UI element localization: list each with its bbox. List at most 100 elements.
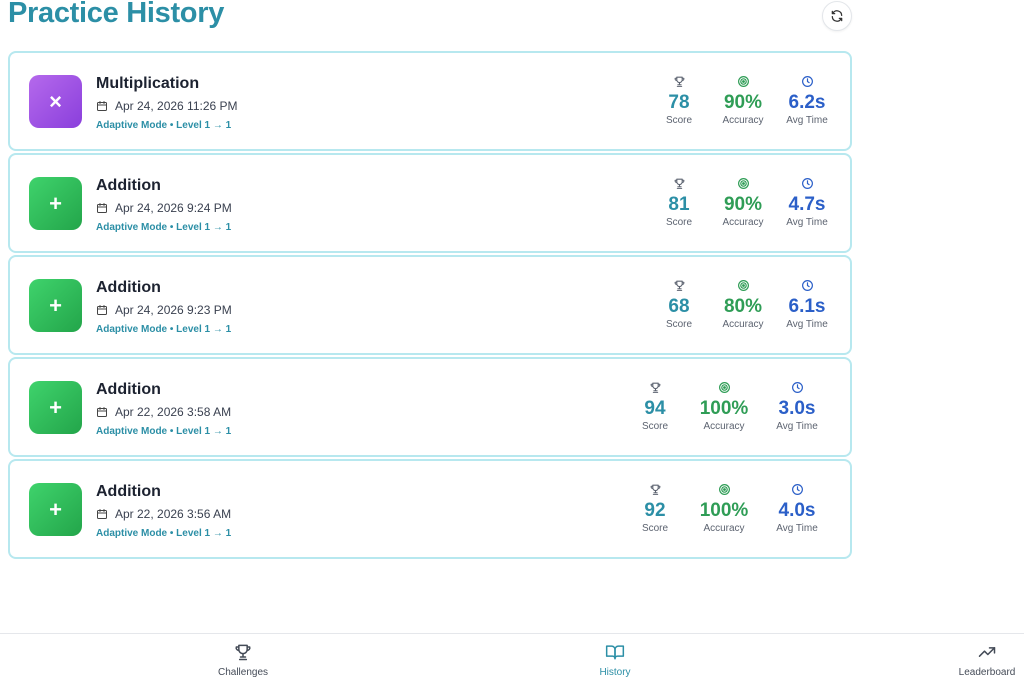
session-date: Apr 22, 2026 3:56 AM: [115, 507, 232, 521]
session-card[interactable]: + Addition Apr 24, 2026 9:24 PM Adaptive…: [8, 153, 852, 253]
accuracy-stat: 100% Accuracy: [684, 379, 764, 432]
accuracy-label: Accuracy: [722, 115, 764, 126]
session-name: Addition: [96, 381, 161, 398]
accuracy-label: Accuracy: [703, 523, 745, 534]
nav-challenges[interactable]: Challenges: [203, 642, 283, 678]
addition-badge-icon: +: [29, 279, 82, 332]
nav-history-label: History: [599, 667, 631, 678]
bottom-nav: Challenges History Leaderboard: [0, 633, 1024, 687]
history-list: × Multiplication Apr 24, 2026 11:26 PM A…: [8, 51, 852, 561]
session-name: Addition: [96, 177, 161, 194]
score-label: Score: [641, 523, 669, 534]
avg-time-value: 4.0s: [778, 500, 816, 521]
score-stat: 94 Score: [626, 379, 684, 432]
avg-time-label: Avg Time: [776, 421, 818, 432]
accuracy-stat: 90% Accuracy: [708, 73, 778, 126]
clock-icon: [791, 381, 803, 393]
clock-icon: [801, 75, 813, 87]
session-mode: Adaptive Mode • Level 1 → 1: [96, 426, 232, 437]
accuracy-value: 100%: [699, 398, 749, 419]
accuracy-stat: 90% Accuracy: [708, 175, 778, 228]
score-value: 81: [668, 194, 690, 215]
score-label: Score: [665, 319, 693, 330]
accuracy-stat: 80% Accuracy: [708, 277, 778, 330]
calendar-icon: [97, 509, 107, 519]
avg-time-stat: 3.0s Avg Time: [764, 379, 830, 432]
trophy-icon: [235, 644, 251, 661]
trophy-icon: [674, 280, 684, 291]
score-stat: 92 Score: [626, 481, 684, 534]
accuracy-label: Accuracy: [722, 217, 764, 228]
accuracy-value: 90%: [723, 194, 763, 215]
session-date-row: Apr 22, 2026 3:56 AM: [96, 507, 231, 521]
calendar-icon: [97, 203, 107, 213]
session-card[interactable]: + Addition Apr 24, 2026 9:23 PM Adaptive…: [8, 255, 852, 355]
score-stat: 81 Score: [650, 175, 708, 228]
score-stat: 78 Score: [650, 73, 708, 126]
session-name: Addition: [96, 279, 161, 296]
avg-time-label: Avg Time: [776, 523, 818, 534]
calendar-icon: [97, 407, 107, 417]
accuracy-value: 80%: [723, 296, 763, 317]
accuracy-label: Accuracy: [722, 319, 764, 330]
session-date-row: Apr 24, 2026 9:24 PM: [96, 201, 232, 215]
nav-challenges-label: Challenges: [217, 667, 269, 678]
session-date: Apr 22, 2026 3:58 AM: [115, 405, 232, 419]
avg-time-stat: 6.2s Avg Time: [778, 73, 836, 126]
score-value: 92: [644, 500, 666, 521]
accuracy-value: 90%: [723, 92, 763, 113]
clock-icon: [801, 279, 813, 291]
session-card[interactable]: + Addition Apr 22, 2026 3:58 AM Adaptive…: [8, 357, 852, 457]
score-stat: 68 Score: [650, 277, 708, 330]
session-mode: Adaptive Mode • Level 1 → 1: [96, 222, 232, 233]
accuracy-stat: 100% Accuracy: [684, 481, 764, 534]
clock-icon: [801, 177, 813, 189]
avg-time-value: 6.2s: [788, 92, 826, 113]
clock-icon: [791, 483, 803, 495]
avg-time-label: Avg Time: [786, 319, 828, 330]
session-date: Apr 24, 2026 11:26 PM: [115, 99, 238, 113]
addition-badge-icon: +: [29, 381, 82, 434]
target-icon: [737, 75, 749, 87]
score-label: Score: [665, 217, 693, 228]
nav-history[interactable]: History: [575, 642, 655, 678]
accuracy-value: 100%: [699, 500, 749, 521]
trophy-icon: [650, 382, 660, 393]
session-stats: 94 Score 100% Accuracy 3.0s Avg Time: [626, 379, 830, 432]
session-date-row: Apr 24, 2026 11:26 PM: [96, 99, 238, 113]
nav-leaderboard[interactable]: Leaderboard: [947, 642, 1024, 678]
avg-time-value: 4.7s: [788, 194, 826, 215]
session-card[interactable]: × Multiplication Apr 24, 2026 11:26 PM A…: [8, 51, 852, 151]
avg-time-value: 3.0s: [778, 398, 816, 419]
avg-time-value: 6.1s: [788, 296, 826, 317]
addition-badge-icon: +: [29, 177, 82, 230]
page-title: Practice History: [8, 0, 225, 29]
avg-time-label: Avg Time: [786, 217, 828, 228]
avg-time-label: Avg Time: [786, 115, 828, 126]
addition-badge-icon: +: [29, 483, 82, 536]
refresh-icon: [831, 10, 843, 22]
session-name: Addition: [96, 483, 161, 500]
session-stats: 81 Score 90% Accuracy 4.7s Avg Time: [650, 175, 836, 228]
trophy-icon: [674, 76, 684, 87]
score-value: 94: [644, 398, 666, 419]
target-icon: [718, 381, 730, 393]
session-date: Apr 24, 2026 9:24 PM: [115, 201, 232, 215]
session-card[interactable]: + Addition Apr 22, 2026 3:56 AM Adaptive…: [8, 459, 852, 559]
score-value: 68: [668, 296, 690, 317]
score-value: 78: [668, 92, 690, 113]
refresh-button[interactable]: [822, 1, 852, 31]
multiplication-badge-icon: ×: [29, 75, 82, 128]
session-stats: 68 Score 80% Accuracy 6.1s Avg Time: [650, 277, 836, 330]
session-mode: Adaptive Mode • Level 1 → 1: [96, 120, 232, 131]
session-date-row: Apr 22, 2026 3:58 AM: [96, 405, 231, 419]
avg-time-stat: 6.1s Avg Time: [778, 277, 836, 330]
score-label: Score: [665, 115, 693, 126]
avg-time-stat: 4.7s Avg Time: [778, 175, 836, 228]
session-mode: Adaptive Mode • Level 1 → 1: [96, 324, 232, 335]
book-icon: [605, 645, 625, 660]
calendar-icon: [97, 305, 107, 315]
session-name: Multiplication: [96, 75, 200, 92]
calendar-icon: [97, 101, 107, 111]
session-date-row: Apr 24, 2026 9:23 PM: [96, 303, 232, 317]
